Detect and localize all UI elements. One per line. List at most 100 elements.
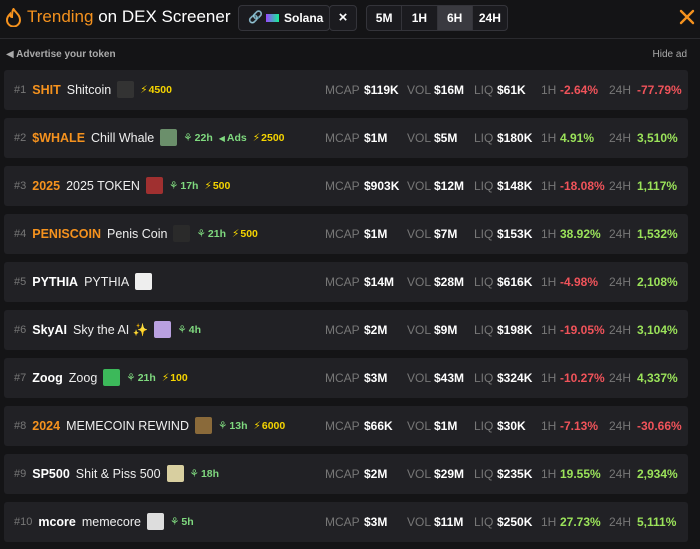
column-label: MCAP [325,275,360,289]
chain-filter[interactable]: 🔗 Solana [238,5,330,31]
timeframe-button[interactable]: 24H [478,11,501,25]
vol: $9M [434,323,458,337]
token-row[interactable]: #10 mcore memecore 5h MCAP $3M VOL$11M LIQ$250K… [4,502,688,542]
liq: $198K [497,323,533,337]
vol: $1M [434,419,458,433]
token-row[interactable]: #7 Zoog Zoog 21h 100 MCAP $3M VOL$43M LIQ$324K 1H… [4,358,688,398]
vol: $11M [434,515,464,529]
column-label: MCAP [325,323,360,337]
token-row[interactable]: #9 SP500 Shit & Piss 500 18h MCAP $2M VOL$29M L… [4,454,688,494]
timeframe-button[interactable]: 1H [402,6,438,30]
hide-ad[interactable]: Hide ad [652,49,687,60]
column-label: VOL [407,515,432,529]
liq: $250K [497,515,533,529]
token-row[interactable]: #6 SkyAI Sky the AI ✨ 4h MCAP $2M VOL$9M LIQ$19… [4,310,688,350]
boost-badge: 500 [204,180,231,192]
column-label: LIQ [474,83,494,97]
change-24h: 4,337% [637,371,678,385]
column-label: 1H [541,131,557,145]
token-row[interactable]: #4 PENISCOIN Penis Coin 21h 500 MCAP $1M VOL$7M… [4,214,688,254]
token-icon [135,273,153,290]
column-label: 24H [609,515,632,529]
change-24h: 2,108% [637,275,678,289]
age-badge: 5h [170,516,193,528]
token-name: Sky the AI ✨ [73,323,149,337]
rank: #3 [14,180,27,192]
token-symbol: PENISCOIN [32,227,102,241]
change-1h: 27.73% [560,515,601,529]
token-symbol: PYTHIA [32,275,79,289]
column-label: LIQ [474,179,494,193]
column-label: 1H [541,227,557,241]
column-label: 1H [541,467,557,481]
vol: $29M [434,467,465,481]
column-label: MCAP [325,179,360,193]
column-label: MCAP [325,83,360,97]
change-1h: -4.98% [560,275,599,289]
change-1h: -10.27% [560,371,605,385]
token-icon [166,465,184,482]
age-badge: 21h [126,372,156,384]
advertise-link[interactable]: ◀ Advertise your token [6,49,116,60]
mcap: $2M [364,323,388,337]
column-label: VOL [407,179,432,193]
clear-chain[interactable]: × [329,5,357,31]
mcap: $66K [364,419,393,433]
vol: $16M [434,83,465,97]
rank: #1 [14,84,27,96]
token-symbol: SkyAI [32,323,67,337]
rank: #7 [14,372,27,384]
token-icon [146,513,164,530]
column-label: 1H [541,275,557,289]
title-rest: on DEX Screener [98,7,231,26]
column-label: VOL [407,83,432,97]
column-label: 24H [609,83,632,97]
column-label: 24H [609,419,632,433]
column-label: MCAP [325,131,360,145]
timeframe-button[interactable]: 6H [437,6,473,30]
change-24h: 1,117% [637,179,678,193]
change-24h: 3,104% [637,323,678,337]
liq: $153K [497,227,533,241]
liq: $30K [497,419,526,433]
token-row[interactable]: #3 2025 2025 TOKEN 17h 500 MCAP $903K VOL$12M LI… [4,166,688,206]
age-badge: 18h [190,468,219,480]
boost-badge: 4500 [140,84,172,96]
flame-icon [5,8,22,27]
mcap: $3M [364,515,388,529]
token-icon [173,225,191,242]
token-row[interactable]: #1 SHIT Shitcoin 4500 MCAP $119K VOL$16M LIQ$61… [4,70,688,110]
vol: $43M [434,371,465,385]
change-24h: 3,510% [637,131,678,145]
token-name: Chill Whale [91,131,155,145]
change-24h: 2,934% [637,467,678,481]
token-icon [103,369,121,386]
change-1h: 4.91% [560,131,595,145]
close-button[interactable] [678,8,696,26]
token-name: Zoog [68,371,98,385]
liq: $616K [497,275,533,289]
column-label: VOL [407,275,432,289]
chain-name: Solana [284,11,324,25]
column-label: VOL [407,467,432,481]
boost-badge: 6000 [254,420,285,432]
token-icon [194,417,212,434]
mcap: $3M [364,371,388,385]
liq: $61K [497,83,526,97]
liq: $180K [497,131,533,145]
token-row[interactable]: #5 PYTHIA PYTHIA MCAP $14M VOL $28M LIQ $616K 1H -… [4,262,688,302]
mcap: $119K [364,83,399,97]
column-label: 1H [541,371,557,385]
change-1h: 19.55% [560,467,601,481]
age-badge: 22h [183,132,213,144]
boost-badge: 2500 [253,132,284,144]
timeframe-button[interactable]: 5M [367,6,403,30]
mcap: $14M [364,275,395,289]
rank: #5 [14,276,27,288]
column-label: LIQ [474,371,494,385]
age-badge: 21h [196,228,226,240]
